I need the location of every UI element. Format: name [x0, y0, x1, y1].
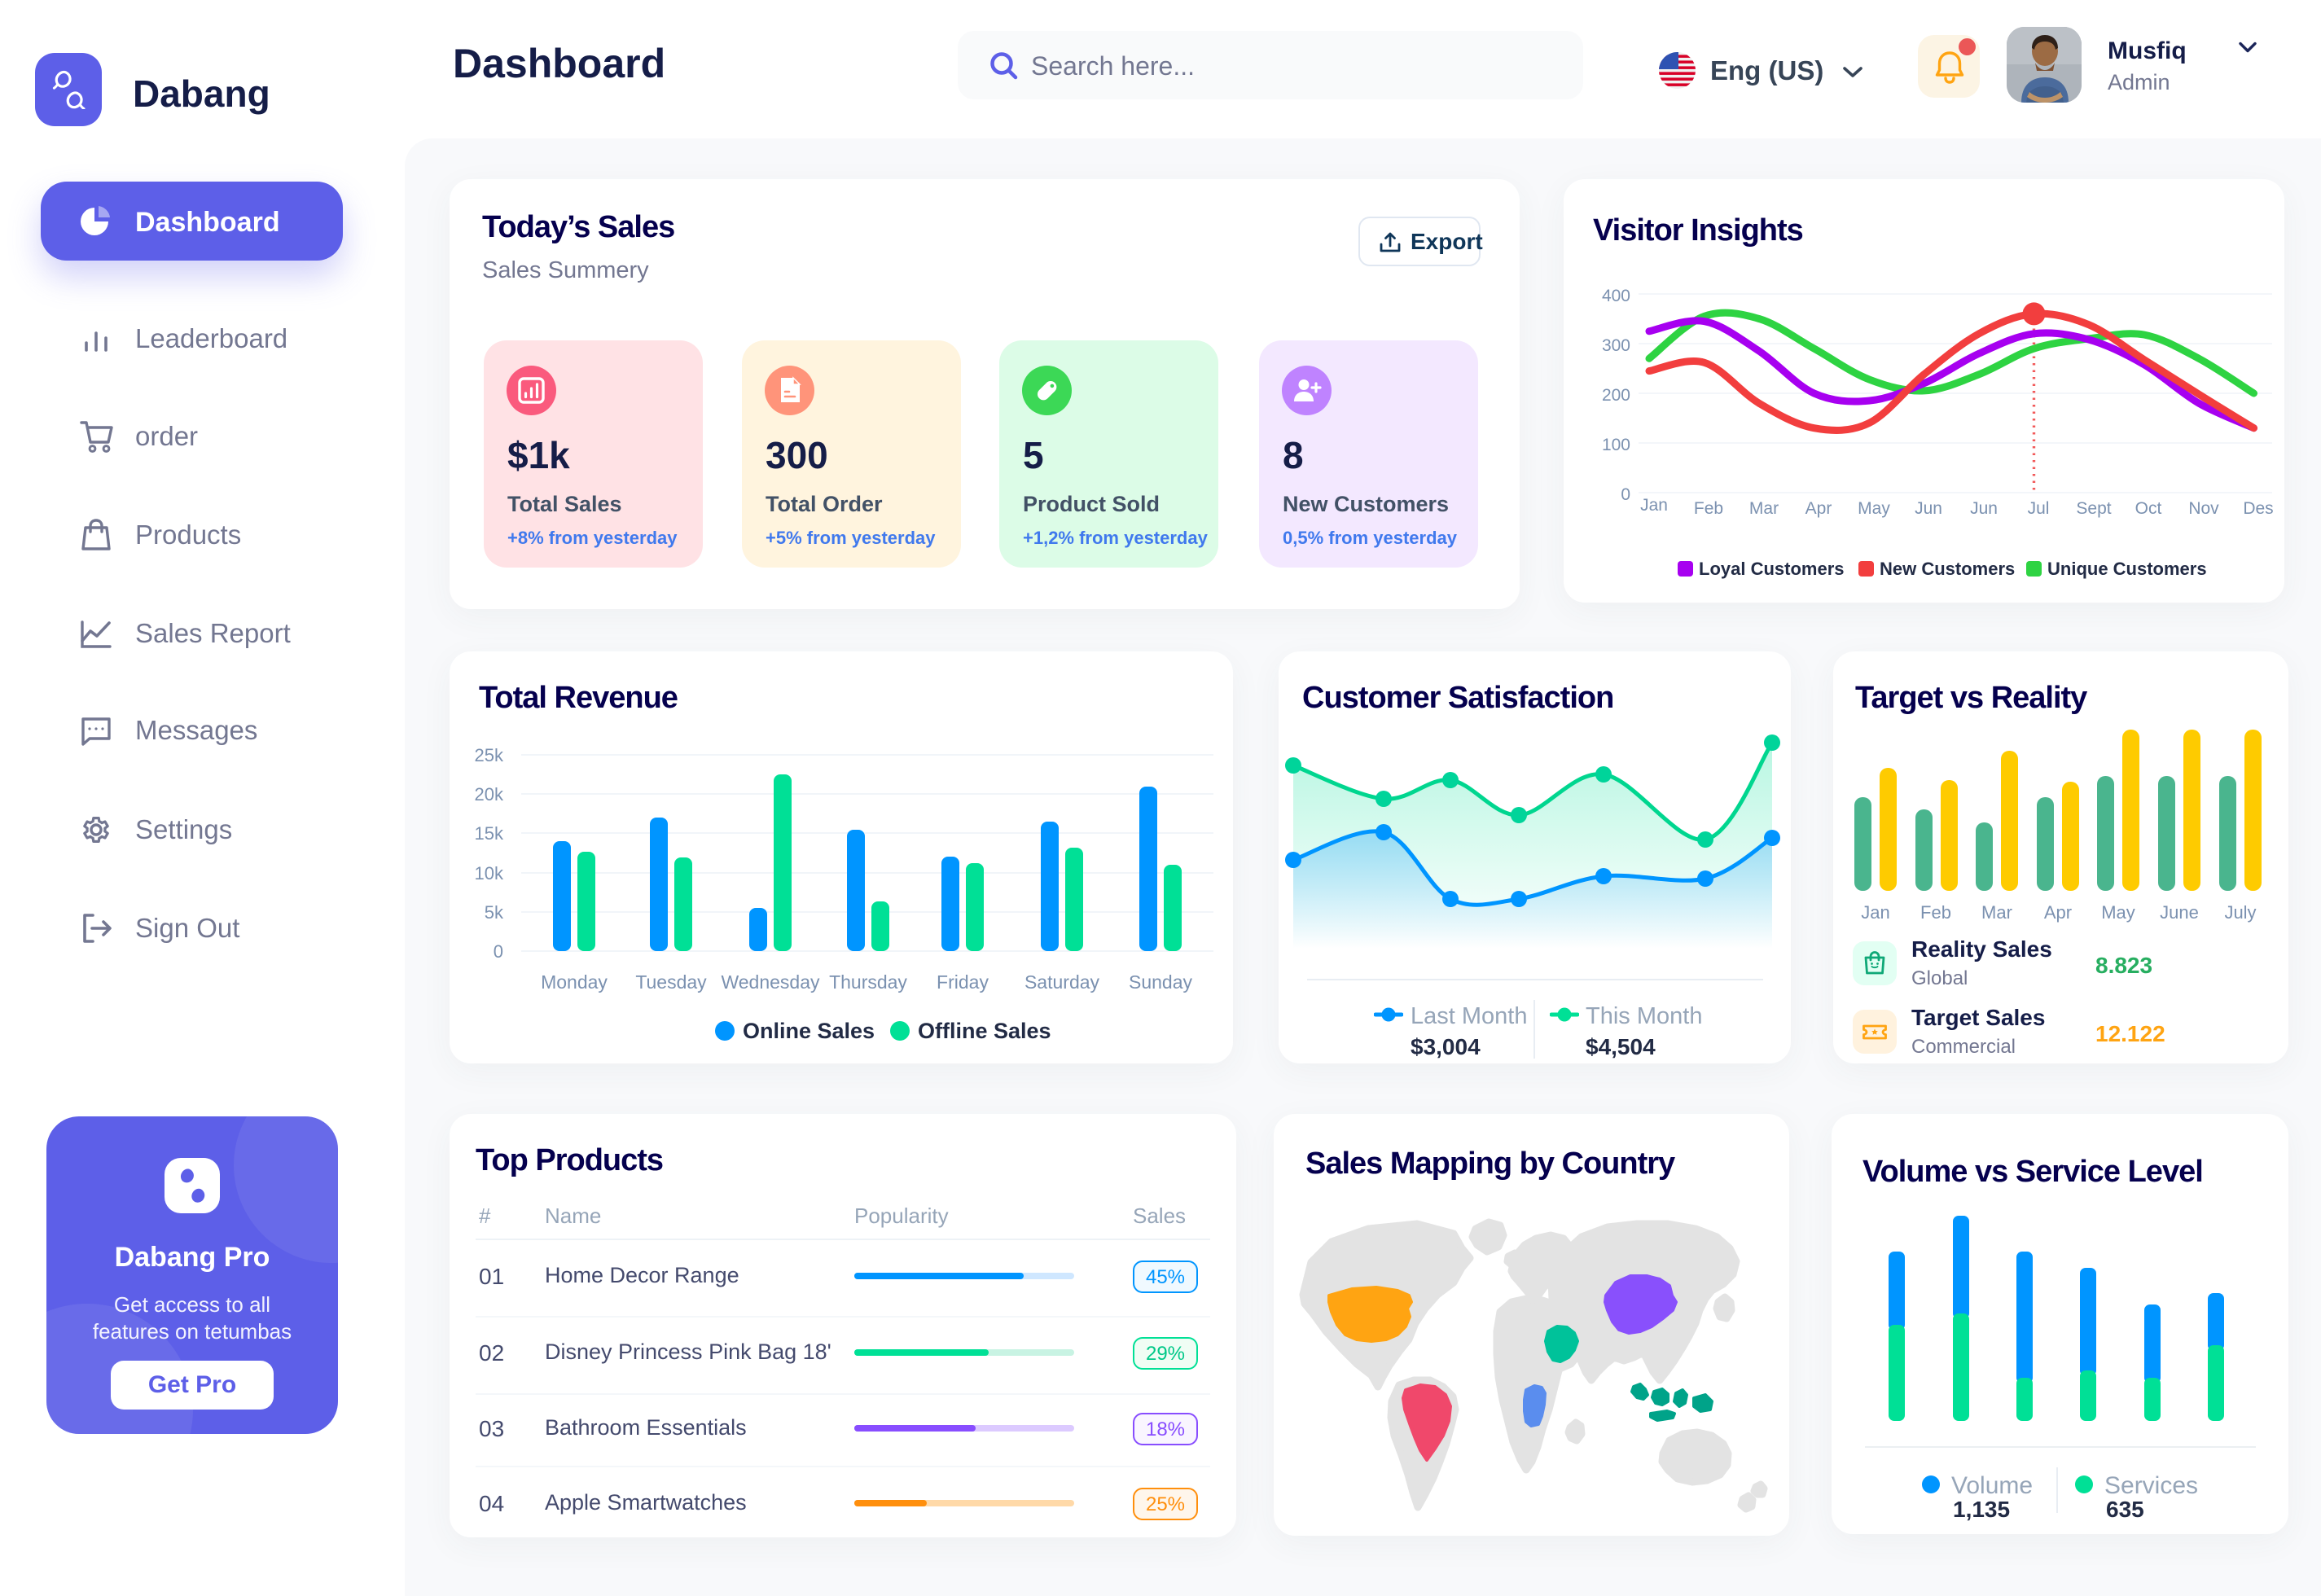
svg-text:Des: Des	[2243, 499, 2273, 518]
svg-text:Tuesday: Tuesday	[635, 971, 707, 993]
svg-text:Apr: Apr	[1805, 499, 1832, 518]
svg-text:Wednesday: Wednesday	[721, 971, 820, 993]
svg-text:Mar: Mar	[1749, 499, 1779, 518]
svg-text:300: 300	[1602, 336, 1630, 355]
svg-text:0: 0	[1621, 485, 1630, 504]
svg-text:25k: 25k	[475, 745, 504, 765]
svg-text:Saturday: Saturday	[1024, 971, 1100, 993]
svg-text:15k: 15k	[475, 823, 504, 844]
svg-text:Feb: Feb	[1694, 499, 1723, 518]
svg-text:Nov: Nov	[2188, 499, 2219, 518]
svg-text:May: May	[2101, 902, 2135, 923]
svg-text:20k: 20k	[475, 784, 504, 805]
svg-text:Sept: Sept	[2076, 499, 2111, 518]
svg-text:May: May	[1858, 499, 1890, 518]
svg-text:Jun: Jun	[1970, 499, 1998, 518]
svg-text:Jan: Jan	[1640, 496, 1668, 515]
svg-text:200: 200	[1602, 386, 1630, 405]
svg-text:Offline Sales: Offline Sales	[918, 1019, 1051, 1043]
svg-text:Online Sales: Online Sales	[743, 1019, 875, 1043]
svg-text:400: 400	[1602, 287, 1630, 305]
svg-text:Apr: Apr	[2044, 902, 2072, 923]
svg-text:Thursday: Thursday	[829, 971, 907, 993]
svg-text:10k: 10k	[475, 863, 504, 884]
svg-text:Feb: Feb	[1920, 902, 1951, 923]
svg-text:June: June	[2160, 902, 2199, 923]
svg-text:Jun: Jun	[1915, 499, 1942, 518]
svg-text:Mar: Mar	[1981, 902, 2012, 923]
svg-text:Sunday: Sunday	[1129, 971, 1193, 993]
svg-text:5k: 5k	[485, 902, 504, 923]
svg-text:July: July	[2224, 902, 2256, 923]
svg-text:Friday: Friday	[937, 971, 989, 993]
svg-text:Jul: Jul	[2028, 499, 2050, 518]
svg-text:Oct: Oct	[2135, 499, 2162, 518]
svg-text:0: 0	[494, 941, 503, 962]
svg-text:100: 100	[1602, 436, 1630, 454]
svg-text:Jan: Jan	[1861, 902, 1889, 923]
svg-text:Monday: Monday	[541, 971, 608, 993]
